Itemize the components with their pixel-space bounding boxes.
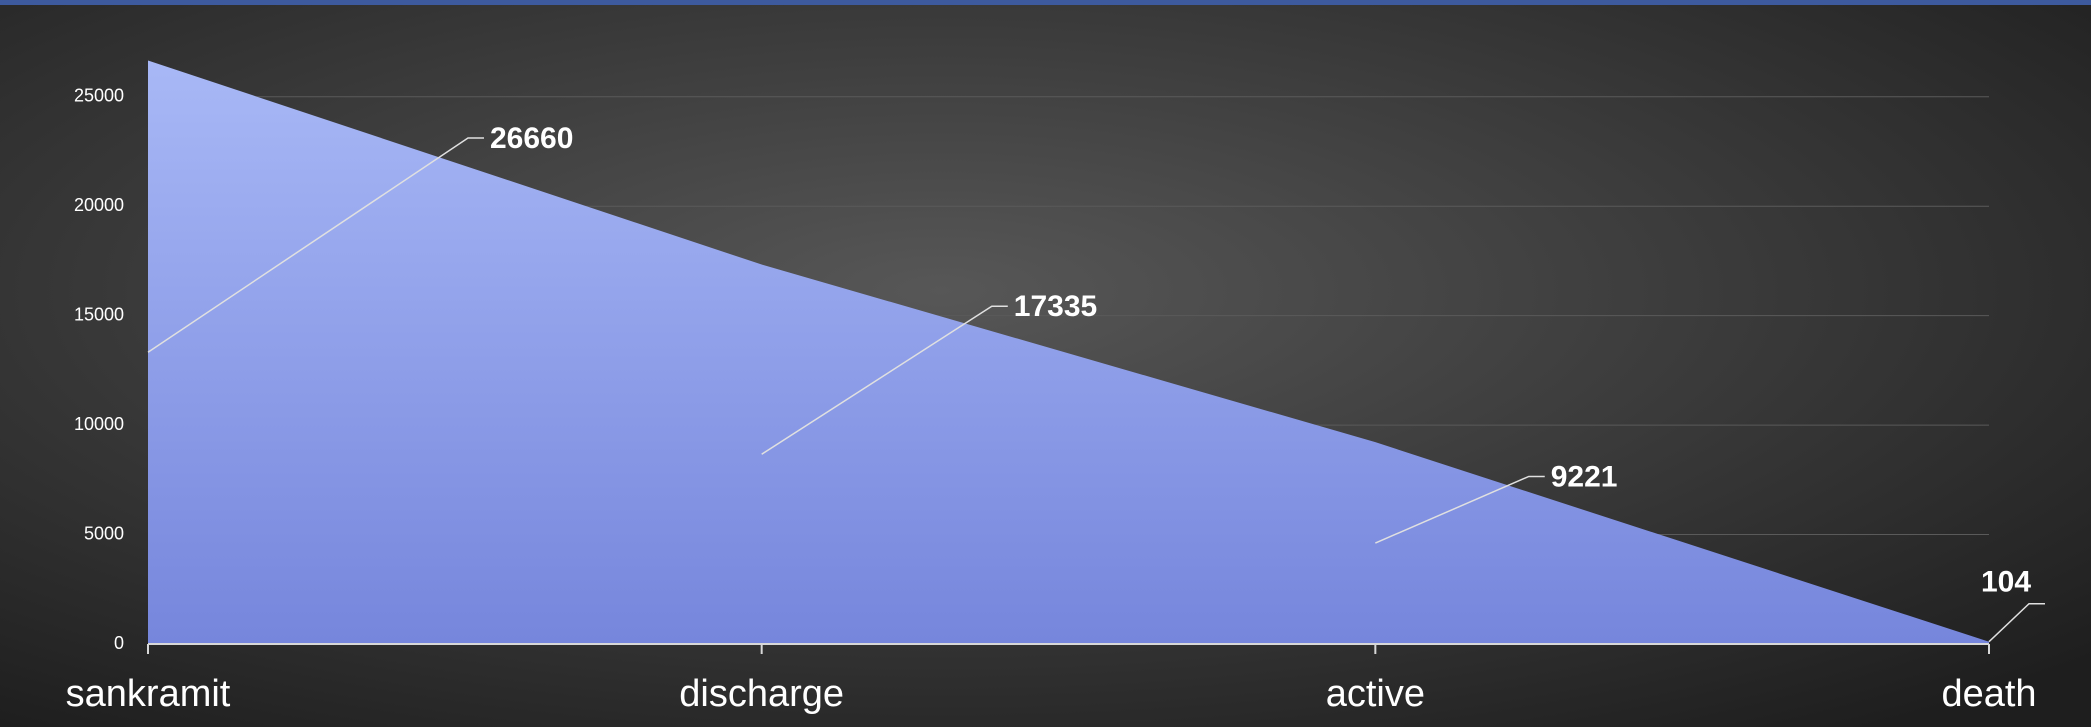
data-label: 9221 [1551,460,1618,493]
leader-line [147,137,484,353]
data-label: 17335 [1014,290,1097,323]
y-tick-label: 0 [114,633,124,653]
x-tick-label: death [1941,673,2036,715]
y-tick-label: 20000 [74,195,124,215]
y-tick-label: 15000 [74,304,124,324]
area [148,60,1989,645]
leader-line [761,305,1008,455]
leader-line [1988,602,2045,643]
x-tick-label: sankramit [66,673,231,715]
x-tick-label: discharge [679,673,844,715]
x-tick-label: active [1326,673,1425,715]
y-tick-label: 5000 [84,523,124,543]
data-label: 26660 [490,122,573,155]
y-tick-label: 25000 [74,86,124,106]
data-label: 104 [1981,566,2031,599]
leader-line [1375,475,1545,544]
y-tick-label: 10000 [74,414,124,434]
top-bar [0,0,2091,5]
